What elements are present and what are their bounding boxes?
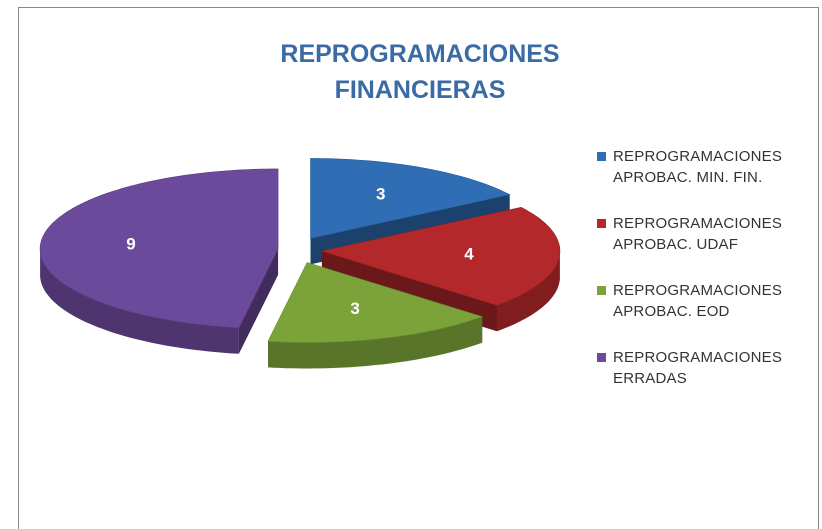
slice-top <box>320 206 561 306</box>
pie-slice <box>39 168 279 354</box>
slice-top <box>267 262 484 343</box>
legend-item: REPROGRAMACIONES ERRADAS <box>597 347 807 389</box>
data-label: 3 <box>376 184 385 203</box>
legend-item: REPROGRAMACIONES APROBAC. UDAF <box>597 213 807 255</box>
legend: REPROGRAMACIONES APROBAC. MIN. FIN. REPRO… <box>597 146 807 414</box>
slice-top <box>39 168 279 329</box>
pie-slice <box>267 262 484 369</box>
legend-label: REPROGRAMACIONES APROBAC. MIN. FIN. <box>613 148 783 186</box>
legend-label: REPROGRAMACIONES APROBAC. UDAF <box>613 215 783 253</box>
legend-swatch <box>597 353 606 362</box>
slice-side <box>238 248 279 354</box>
legend-label: REPROGRAMACIONES ERRADAS <box>613 349 783 387</box>
data-label: 9 <box>126 234 135 253</box>
slice-wall <box>497 251 560 332</box>
data-label: 3 <box>350 299 359 318</box>
slice-top <box>310 158 511 239</box>
data-label: 4 <box>464 245 474 264</box>
legend-swatch <box>597 286 606 295</box>
chart-title: REPROGRAMACIONES FINANCIERAS <box>280 40 560 104</box>
legend-swatch <box>597 152 606 161</box>
legend-swatch <box>597 219 606 228</box>
legend-item: REPROGRAMACIONES APROBAC. EOD <box>597 280 807 322</box>
slice-wall <box>268 316 483 369</box>
legend-label: REPROGRAMACIONES APROBAC. EOD <box>613 282 783 320</box>
slice-wall <box>40 248 239 354</box>
chart-border <box>18 7 819 529</box>
legend-item: REPROGRAMACIONES APROBAC. MIN. FIN. <box>597 146 807 188</box>
